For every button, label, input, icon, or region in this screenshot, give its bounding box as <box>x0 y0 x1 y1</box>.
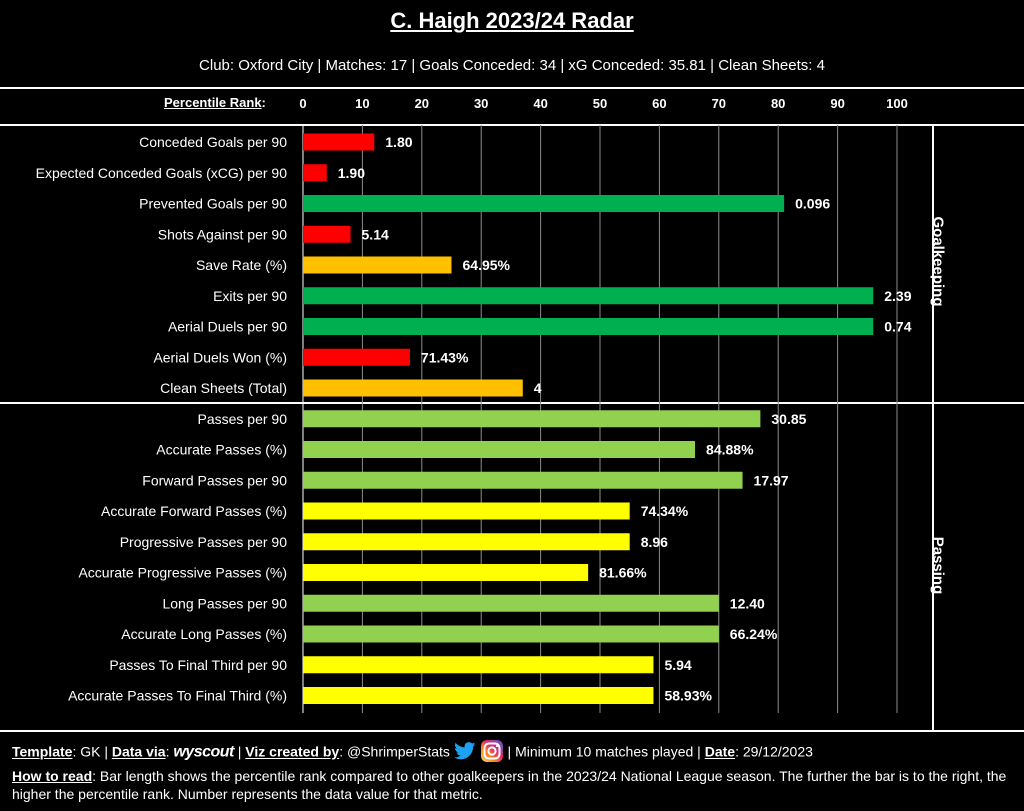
bar-value-label: 17.97 <box>754 472 789 488</box>
bar-label: Exits per 90 <box>213 288 287 304</box>
bar-label: Accurate Passes To Final Third (%) <box>68 688 287 704</box>
howto-label: How to read <box>12 768 93 784</box>
footer-line-2: How to read: Bar length shows the percen… <box>12 767 1012 803</box>
bar-label: Shots Against per 90 <box>158 226 287 242</box>
bar-label: Accurate Progressive Passes (%) <box>78 565 287 581</box>
axis-label-colon: : <box>261 95 266 110</box>
bar-label: Expected Conceded Goals (xCG) per 90 <box>36 165 288 181</box>
bar-value-label: 1.90 <box>338 165 365 181</box>
x-tick-label: 30 <box>474 96 488 111</box>
data-colon: : <box>165 743 174 760</box>
bar <box>303 625 719 643</box>
bar <box>303 564 589 581</box>
section-divider <box>0 402 1024 404</box>
template-label: Template <box>12 743 73 760</box>
bar-value-label: 64.95% <box>463 257 511 273</box>
bar-value-label: 0.74 <box>884 319 911 335</box>
x-tick-label: 100 <box>886 96 908 111</box>
bar <box>303 256 452 274</box>
bar-value-label: 1.80 <box>385 134 412 150</box>
bar-value-label: 0.096 <box>795 196 830 212</box>
bar-value-label: 66.24% <box>730 626 778 642</box>
chart-subtitle: Club: Oxford City | Matches: 17 | Goals … <box>199 57 825 74</box>
bar <box>303 379 523 397</box>
howto-text: : Bar length shows the percentile rank c… <box>12 768 1007 802</box>
bar <box>303 287 874 305</box>
bar-value-label: 2.39 <box>884 288 911 304</box>
bar-value-label: 5.14 <box>362 226 389 242</box>
bar-value-label: 8.96 <box>641 534 668 550</box>
footer-line-1: Template: GK | Data via: wyscout | Viz c… <box>12 739 1012 767</box>
bar <box>303 533 630 551</box>
viz-value: : @ShrimperStats <box>339 743 454 760</box>
min-matches-text: | Minimum 10 matches played | <box>503 743 705 760</box>
x-tick-label: 50 <box>593 96 607 111</box>
bottom-divider <box>0 730 1024 732</box>
axis-label-text: Percentile Rank <box>164 95 262 110</box>
top-divider <box>0 87 1024 89</box>
bar-label: Accurate Passes (%) <box>156 442 287 458</box>
bar-label: Conceded Goals per 90 <box>139 134 287 150</box>
bar-value-label: 74.34% <box>641 503 689 519</box>
bar <box>303 225 351 243</box>
axis-label: Percentile Rank: <box>164 95 266 110</box>
bar-label: Aerial Duels per 90 <box>168 319 287 335</box>
bar-value-label: 81.66% <box>599 565 647 581</box>
x-tick-label: 70 <box>712 96 726 111</box>
instagram-icon[interactable] <box>480 739 504 767</box>
wyscout-logo: wyscout <box>173 743 234 761</box>
x-tick-label: 80 <box>771 96 785 111</box>
bar <box>303 441 696 458</box>
x-tick-label: 0 <box>299 96 306 111</box>
bar <box>303 133 375 151</box>
bar-value-label: 4 <box>534 380 542 396</box>
chart-title: C. Haigh 2023/24 Radar <box>390 8 634 33</box>
bar-label: Accurate Forward Passes (%) <box>101 503 287 519</box>
bar-label: Aerial Duels Won (%) <box>153 349 287 365</box>
bar <box>303 164 327 182</box>
date-label: Date <box>704 743 736 760</box>
bar-label: Passes per 90 <box>198 411 288 427</box>
bar <box>303 318 874 335</box>
bar <box>303 687 654 704</box>
bar <box>303 594 719 612</box>
bar-value-label: 58.93% <box>664 688 712 704</box>
bar-label: Save Rate (%) <box>196 257 287 273</box>
bar-label: Accurate Long Passes (%) <box>121 626 287 642</box>
x-tick-label: 10 <box>355 96 369 111</box>
bar-label: Forward Passes per 90 <box>142 472 287 488</box>
viz-label: Viz created by <box>245 743 340 760</box>
bar-value-label: 84.88% <box>706 442 754 458</box>
bar-value-label: 30.85 <box>771 411 806 427</box>
section-label-passing: Passing <box>929 536 947 595</box>
bar <box>303 471 743 489</box>
bar-value-label: 5.94 <box>664 657 691 673</box>
separator: | <box>233 743 246 760</box>
bar-label: Progressive Passes per 90 <box>120 534 288 550</box>
x-tick-label: 60 <box>652 96 666 111</box>
x-tick-label: 20 <box>415 96 429 111</box>
bar <box>303 195 785 212</box>
bar <box>303 410 761 428</box>
date-value: : 29/12/2023 <box>735 743 813 760</box>
section-label-divider <box>932 124 934 731</box>
bar-label: Passes To Final Third per 90 <box>109 657 287 673</box>
x-tick-label: 90 <box>830 96 844 111</box>
template-value: : GK | <box>72 743 112 760</box>
bar <box>303 502 630 520</box>
bar <box>303 656 654 674</box>
bar-label: Long Passes per 90 <box>162 595 287 611</box>
bar-value-label: 71.43% <box>421 349 469 365</box>
twitter-icon[interactable] <box>453 742 476 764</box>
data-label: Data via <box>111 743 166 760</box>
bar-value-label: 12.40 <box>730 595 765 611</box>
header-divider <box>0 124 1024 126</box>
x-tick-label: 40 <box>533 96 547 111</box>
footer: Template: GK | Data via: wyscout | Viz c… <box>12 739 1012 803</box>
bar-label: Clean Sheets (Total) <box>160 380 287 396</box>
section-label-goalkeeping: Goalkeeping <box>929 216 947 307</box>
bar <box>303 348 410 366</box>
bar-label: Prevented Goals per 90 <box>139 196 287 212</box>
